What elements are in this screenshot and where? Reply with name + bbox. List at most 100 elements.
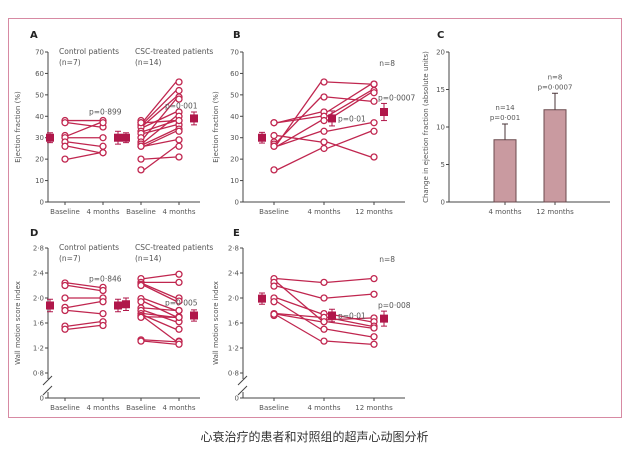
panel-b-y-tick-label: 10 — [230, 177, 239, 185]
panel-d-subject-line — [143, 316, 177, 319]
panel-a-subject-line — [143, 130, 177, 147]
panel-a-x-tick-label: Baseline — [126, 208, 156, 216]
panel-b-subject-point — [270, 142, 278, 150]
panel-e-subject-line — [326, 293, 372, 299]
panel-a-y-axis-title: Ejection fraction (%) — [14, 91, 22, 163]
panel-d-subject-point — [175, 306, 183, 315]
panel-d-subject-point — [137, 313, 145, 322]
panel-d-subject-point — [175, 340, 183, 348]
panel-e-subject-point — [370, 274, 378, 283]
panel-e-subject-point — [370, 333, 378, 341]
panel-b-subject-point — [320, 138, 328, 146]
panel-d-y-tick-label: 0 — [40, 395, 44, 403]
panel-d-subject-line — [67, 284, 101, 292]
panel-a-mean-baseline-marker — [122, 133, 130, 142]
panel-d-subject-point — [61, 306, 69, 315]
panel-e-subject-line — [276, 314, 322, 342]
panel-b-subject-point — [370, 80, 378, 88]
panel-d-subject-point — [99, 286, 107, 295]
panel-a-x-tick-label: 4 months — [162, 208, 195, 216]
panel-b-subject-line — [326, 96, 372, 102]
panel-b-subject-point — [320, 78, 328, 86]
panel-b-subject-point — [270, 131, 278, 140]
panel-d-subject-line — [67, 309, 101, 315]
panel-b-subject-line — [276, 130, 322, 147]
panel-c-bar-p-label: p=0·0007 — [538, 83, 573, 91]
panel-e-subject-point — [320, 337, 328, 345]
panel-d-subject-point — [99, 309, 107, 318]
panel-d-subject-line — [143, 283, 177, 299]
panel-e-x-tick-label: Baseline — [259, 404, 289, 412]
panel-b-subject-point — [370, 89, 378, 97]
panel-d-subject-point — [175, 278, 183, 287]
panel-a-subject-point — [137, 119, 145, 127]
panel-d-y-tick-label: 2·4 — [33, 270, 45, 278]
panel-d-y-tick-label: 1·2 — [33, 345, 44, 353]
panel-a-p-value: p=0·001 — [165, 101, 198, 110]
panel-d-p-value: p=0·846 — [89, 274, 122, 283]
panel-e-mean-2-marker — [380, 314, 388, 323]
panel-d-label: D — [30, 228, 38, 239]
panel-d-subject-line — [67, 301, 101, 309]
panel-e-subject-point — [370, 290, 378, 298]
panel-c-y-tick-label: 15 — [436, 86, 445, 94]
panel-b-subject-line — [326, 83, 372, 113]
panel-e-p-value-12m: p=0·008 — [378, 301, 411, 310]
panel-b-y-tick-label: 70 — [230, 49, 239, 57]
panel-b-subject-point — [320, 93, 328, 101]
panel-e-subject-line — [326, 340, 372, 345]
panel-a-subject-point — [61, 119, 69, 127]
panel-d-y-tick-label: 1·6 — [33, 320, 45, 328]
panel-a-y-tick-label: 50 — [35, 91, 44, 99]
panel-e-subject-line — [326, 321, 372, 329]
panel-e-y-tick-label: 2·8 — [228, 245, 239, 253]
panel-b-mean-0-marker — [258, 133, 266, 142]
panel-a-x-tick-label: 4 months — [86, 208, 119, 216]
panel-e-subject-line — [276, 277, 322, 284]
panel-d-subject-point — [99, 298, 107, 306]
panel-b-subject-line — [276, 111, 322, 124]
panel-d-mean-baseline-marker — [122, 300, 130, 309]
panel-d-p-value: p=0·005 — [165, 299, 198, 308]
panel-d-subject-point — [175, 297, 183, 305]
panel-e-subject-line — [276, 297, 322, 315]
panel-a-subject-line — [67, 141, 101, 147]
panel-c-y-tick-label: 20 — [436, 49, 445, 57]
panel-a-subject-line — [67, 122, 101, 128]
panel-b-y-tick-label: 30 — [230, 134, 239, 142]
panel-c-y-tick-label: 5 — [441, 161, 445, 169]
panel-a-subject-point — [99, 142, 107, 150]
panel-a-subject-point — [99, 149, 107, 157]
panel-d-y-axis-title: Wall motion score index — [14, 281, 22, 365]
panel-a-subject-point — [61, 155, 69, 163]
panel-b-subject-point — [370, 153, 378, 161]
panel-d-subject-line — [67, 324, 101, 330]
panel-e-y-tick-label: 2·4 — [228, 270, 240, 278]
panel-b-y-tick-label: 0 — [235, 199, 239, 207]
panel-a-subject-line — [143, 96, 177, 126]
panel-d-subject-point — [137, 337, 145, 345]
panel-c-bar — [493, 139, 517, 203]
panel-a-subject-line — [143, 139, 177, 147]
panel-e-subject-point — [320, 325, 328, 333]
panel-a-x-tick-label: Baseline — [50, 208, 80, 216]
panel-b-subject-line — [276, 120, 322, 147]
panel-a-label: A — [30, 30, 38, 41]
panel-e-y-tick-label: 1·6 — [228, 320, 240, 328]
panel-c-y-tick-label: 10 — [436, 124, 445, 132]
panel-a-y-tick-label: 0 — [40, 199, 44, 207]
panel-d-subject-point — [175, 313, 183, 322]
panel-b-subject-line — [276, 81, 322, 145]
panel-a-y-tick-label: 10 — [35, 177, 44, 185]
panel-a-subject-point — [175, 142, 183, 150]
panel-e-subject-point — [270, 282, 278, 290]
panel-a-subject-point — [61, 142, 69, 150]
panel-e-subject-point — [370, 340, 378, 348]
panel-b-subject-line — [326, 141, 372, 158]
panel-b-subject-point — [320, 116, 328, 125]
panel-e-y-tick-label: 0·8 — [228, 370, 239, 378]
panel-d-subject-line — [143, 284, 177, 302]
panel-d-y-tick-label: 2·0 — [33, 295, 44, 303]
figure-caption: 心衰治疗的患者和对照组的超声心动图分析 — [200, 430, 429, 444]
panel-b-n-label: n=8 — [379, 59, 395, 68]
